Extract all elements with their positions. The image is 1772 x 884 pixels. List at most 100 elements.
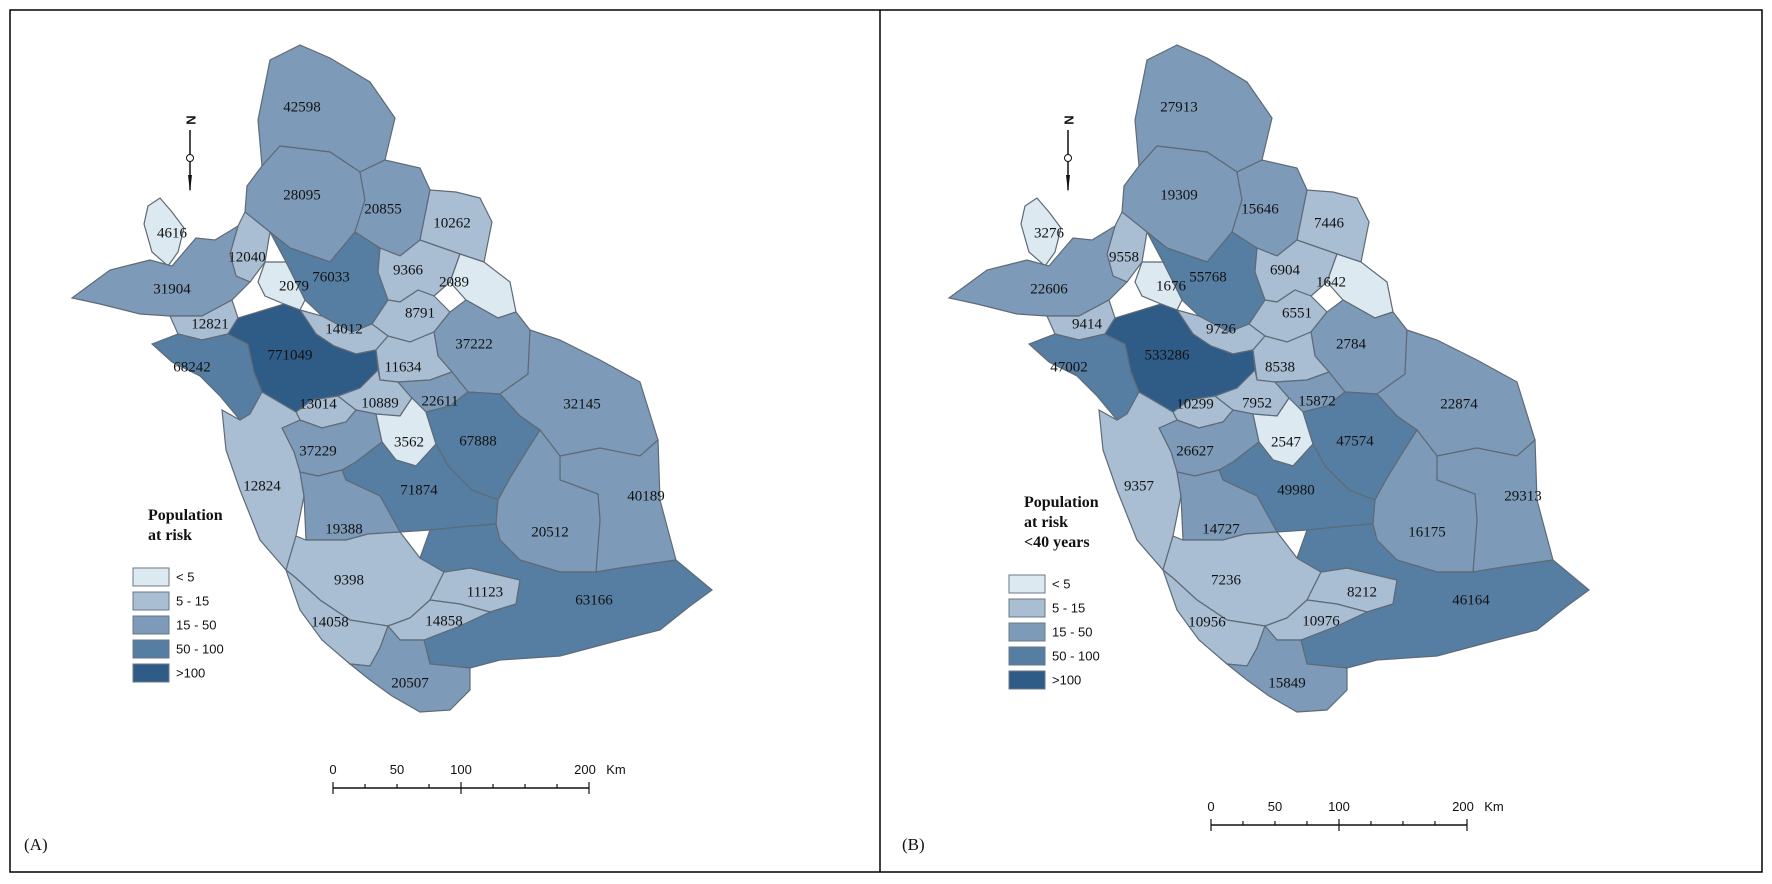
district-label-c8: 7952 (1242, 395, 1272, 411)
legend-label-2: 15 - 50 (1052, 624, 1092, 639)
north-arrow: N (184, 115, 199, 192)
district-label-ne2: 2089 (439, 274, 469, 290)
district-label-s4: 14727 (1202, 521, 1240, 537)
north-arrow-letter: N (1062, 115, 1077, 124)
panel-label-a: (A) (24, 835, 48, 854)
legend-swatch-4 (132, 663, 170, 683)
district-label-sw1: 12824 (243, 478, 281, 494)
district-label-s9: 20507 (391, 675, 429, 691)
scale-tick-200: 200 (574, 762, 596, 777)
district-label-s7: 14058 (311, 614, 349, 630)
district-map (70, 44, 713, 713)
district-label-n1: 42598 (283, 99, 321, 115)
scale-ticks (1210, 819, 1468, 831)
district-label-w3: 22606 (1030, 281, 1068, 297)
district-label-c5: 14012 (325, 321, 363, 337)
district-label-e2: 32145 (563, 396, 601, 412)
district-label-c6: 11634 (385, 359, 422, 375)
district-label-c7: 10299 (1176, 396, 1214, 412)
legend-title-line-1: Population (1024, 494, 1099, 511)
district-w1 (1020, 197, 1062, 267)
panel-b: 27913 19309 15646 7446 3276 9558 55768 6904 1642… (902, 44, 1590, 854)
district-label-s5: 7236 (1211, 572, 1242, 588)
district-w3 (70, 224, 252, 317)
district-label-s3: 49980 (1277, 482, 1315, 498)
legend-label-1: 5 - 15 (1052, 600, 1085, 615)
district-label-w1: 4616 (157, 225, 188, 241)
district-label-shiraz: 771049 (268, 347, 313, 363)
scale-unit: Km (1484, 799, 1504, 814)
legend-swatch-0 (132, 567, 170, 587)
district-label-c2: 9366 (393, 262, 424, 278)
district-se1 (419, 523, 713, 669)
district-label-se1: 63166 (575, 592, 613, 608)
outer-frame (9, 9, 1763, 873)
legend-title-line-2: at risk (148, 527, 192, 544)
district-label-s1: 37229 (299, 443, 337, 459)
district-label-e5: 20512 (531, 524, 569, 540)
legend-label-3: 50 - 100 (1052, 648, 1100, 663)
legend-label-4: >100 (1052, 672, 1081, 687)
legend-swatch-1 (132, 591, 170, 611)
legend: Population at risk < 5 5 - 15 15 - 50 50 - … (132, 507, 224, 683)
district-label-c9: 15872 (1298, 393, 1336, 409)
district-label-ne1: 7446 (1314, 215, 1345, 231)
district-map (947, 44, 1590, 713)
district-label-sw1: 9357 (1124, 478, 1155, 494)
north-arrow-tip (188, 175, 192, 192)
district-label-n1: 27913 (1160, 99, 1198, 115)
district-label-c1: 76033 (312, 269, 350, 285)
district-label-e4: 29313 (1504, 488, 1542, 504)
north-arrow-circle (186, 154, 194, 162)
district-label-c3: 2079 (279, 278, 309, 294)
district-label-w2: 12040 (228, 249, 266, 265)
scale-tick-100: 100 (450, 762, 472, 777)
district-label-e3: 67888 (459, 433, 497, 449)
district-label-c4: 6551 (1282, 305, 1312, 321)
district-label-n3: 20855 (364, 201, 402, 217)
district-label-c5: 9726 (1206, 321, 1237, 337)
district-label-s6: 11123 (467, 584, 503, 600)
district-label-se1: 46164 (1452, 592, 1490, 608)
district-labels: 27913 19309 15646 7446 3276 9558 55768 6904 1642… (1030, 99, 1542, 691)
district-sw1 (1098, 391, 1182, 572)
district-label-c1: 55768 (1189, 269, 1227, 285)
legend-swatch-2 (1008, 622, 1046, 642)
district-label-e5: 16175 (1408, 524, 1446, 540)
district-s9 (348, 624, 471, 713)
scale-tick-200: 200 (1452, 799, 1474, 814)
scale-tick-0: 0 (1207, 799, 1214, 814)
legend-title-line-1: Population (148, 507, 223, 524)
legend-items: < 5 5 - 15 15 - 50 50 - 100 >100 (1008, 574, 1100, 690)
legend: Population at risk <40 years < 5 5 - 15 15… (1008, 494, 1100, 690)
legend-label-1: 5 - 15 (176, 593, 209, 608)
legend-label-4: >100 (176, 665, 205, 680)
district-label-e4: 40189 (627, 488, 665, 504)
legend-label-0: < 5 (176, 569, 194, 584)
legend-swatch-3 (132, 639, 170, 659)
district-label-w2: 9558 (1109, 249, 1139, 265)
district-label-s7: 10956 (1188, 614, 1226, 630)
district-label-c7: 13014 (299, 396, 337, 412)
district-label-c4: 8791 (405, 305, 435, 321)
district-label-s8: 10976 (1302, 613, 1340, 629)
scale-bar: 0 50 100 200 Km (329, 762, 626, 794)
district-label-s2: 3562 (394, 434, 424, 450)
legend-items: < 5 5 - 15 15 - 50 50 - 100 >100 (132, 567, 224, 683)
panel-label-b: (B) (902, 835, 925, 854)
scale-tick-100: 100 (1328, 799, 1350, 814)
legend-swatch-1 (1008, 598, 1046, 618)
district-w5 (1027, 333, 1140, 421)
legend-swatch-0 (1008, 574, 1046, 594)
legend-label-0: < 5 (1052, 576, 1070, 591)
north-arrow-letter: N (184, 115, 199, 124)
district-label-w4: 12821 (191, 316, 229, 332)
district-label-c2: 6904 (1270, 262, 1301, 278)
district-label-w3: 31904 (153, 281, 191, 297)
district-label-s2: 2547 (1271, 434, 1302, 450)
north-arrow-tip (1066, 175, 1070, 192)
district-label-s1: 26627 (1176, 443, 1214, 459)
district-label-ne1: 10262 (433, 215, 471, 231)
scale-unit: Km (606, 762, 626, 777)
